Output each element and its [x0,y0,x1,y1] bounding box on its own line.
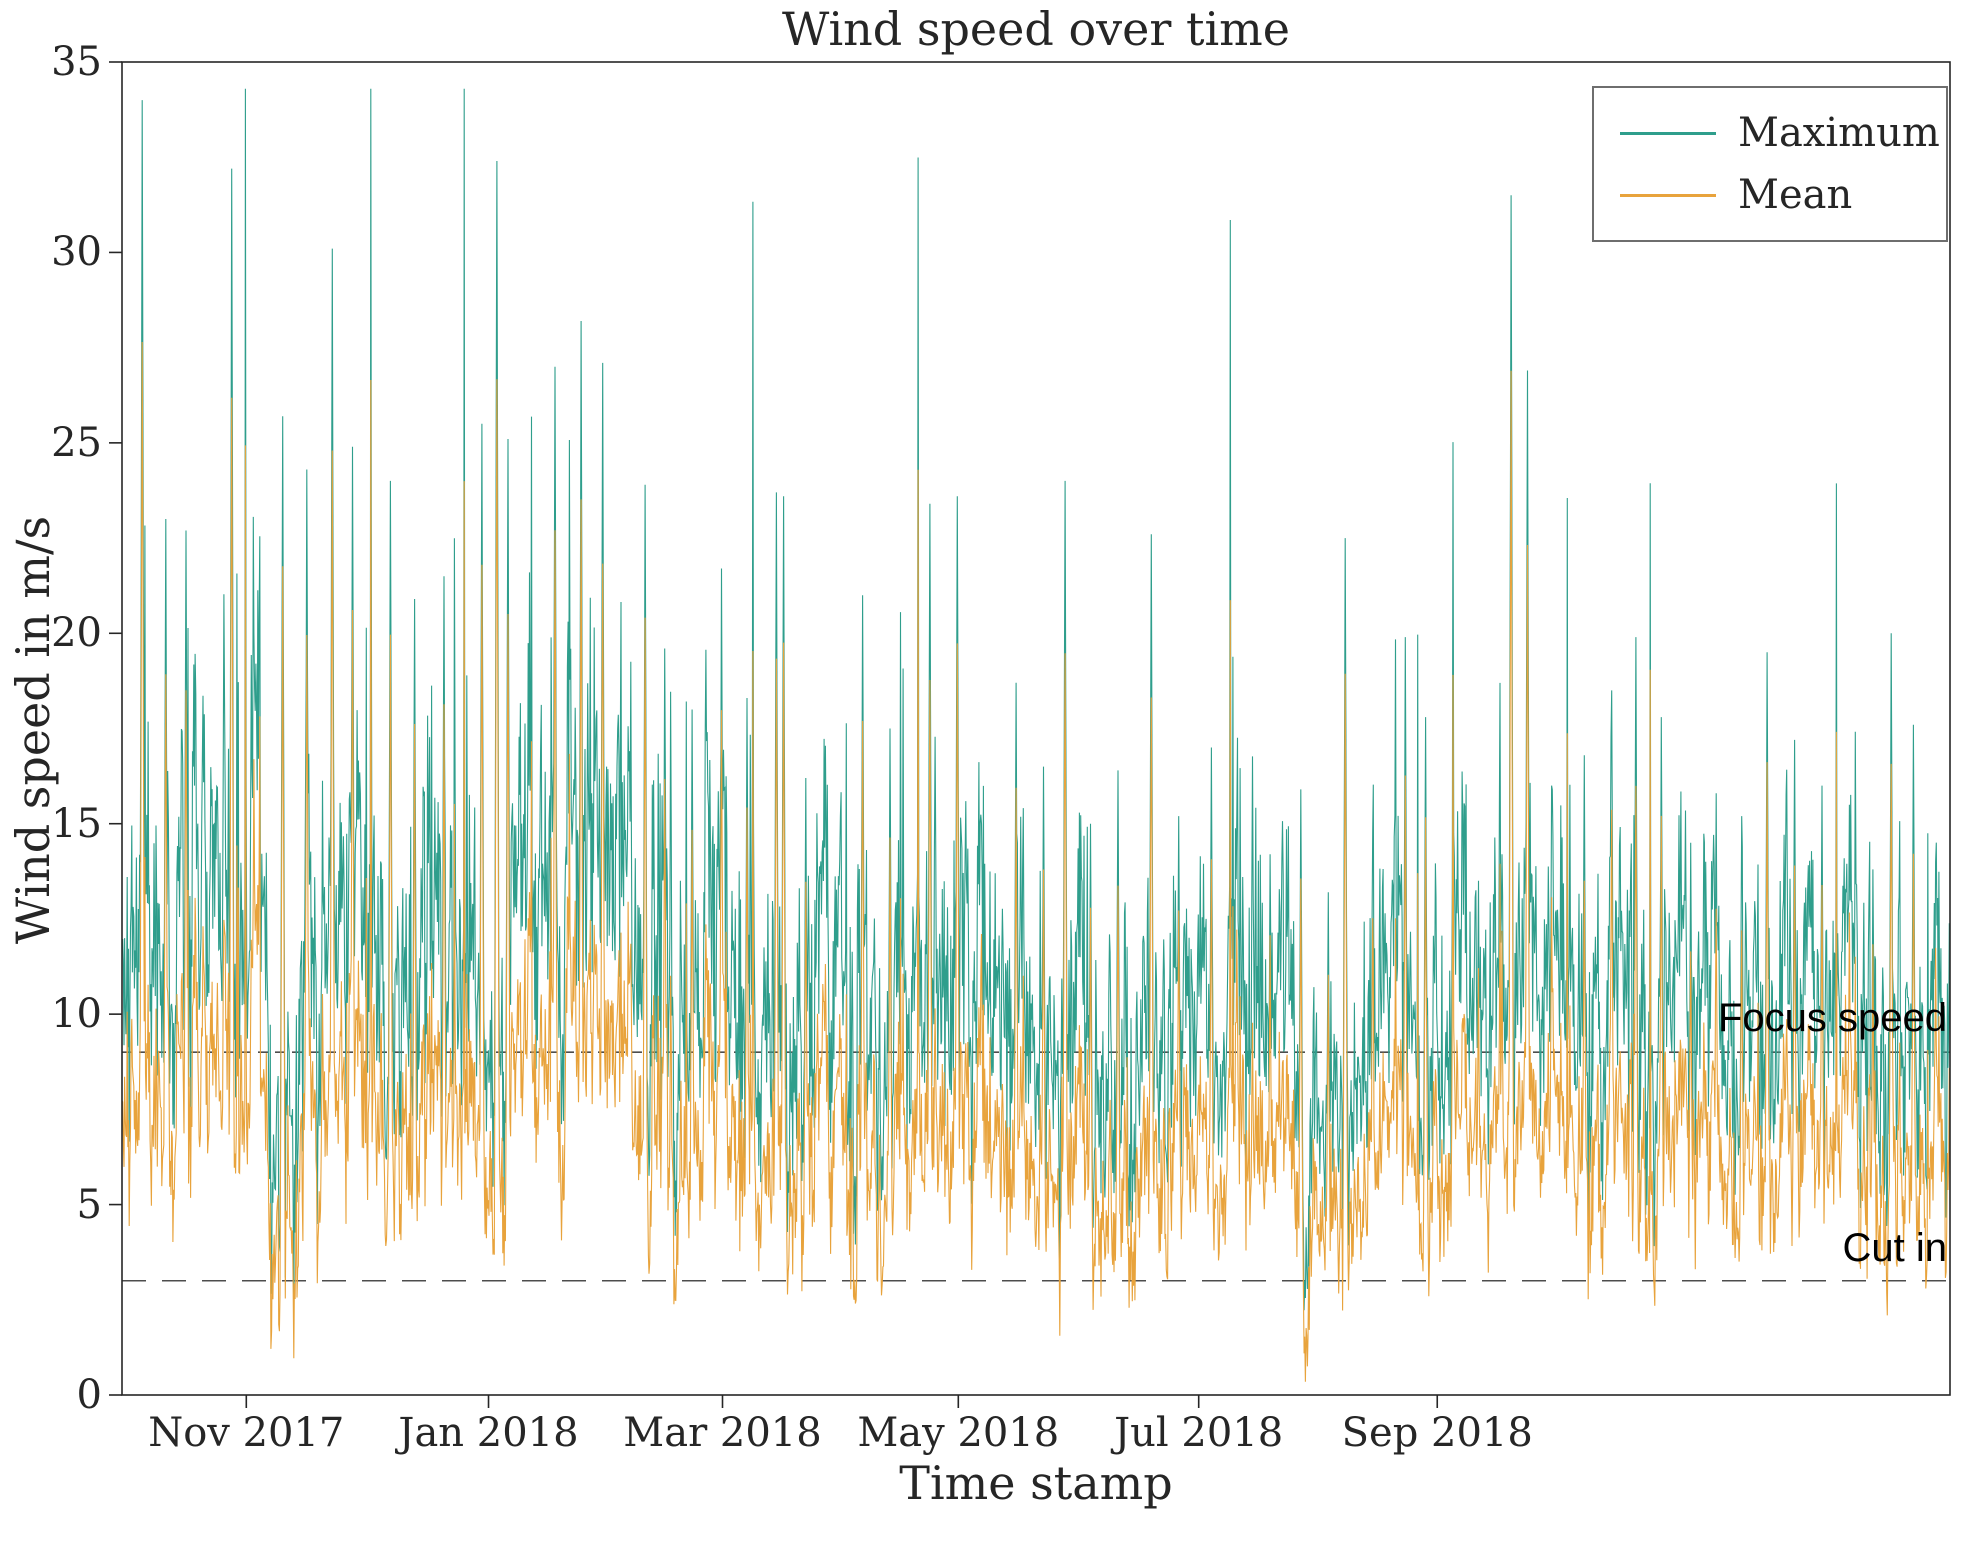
y-tick-label: 0 [76,1372,102,1418]
y-tick-label: 10 [51,991,102,1038]
y-tick-label: 30 [51,229,102,276]
axes-box [121,61,1951,1396]
y-axis-label: Wind speed in m/s [6,515,60,945]
chart-title: Wind speed over time [782,2,1290,56]
y-tick-label: 35 [51,39,102,85]
y-tick-label: 25 [51,419,102,466]
mean-series-line [121,341,1951,1382]
y-tick-label: 5 [76,1181,102,1228]
x-axis-label: Time stamp [899,1456,1173,1510]
legend-label-maximum: Maximum [1738,110,1940,156]
focus-speed-annotation: Focus speed [1717,996,1947,1040]
legend-entry-mean: Mean [1620,164,1946,226]
legend-label-mean: Mean [1738,172,1853,218]
x-tick-label: Jan 2018 [398,1410,579,1456]
legend: Maximum Mean [1592,86,1948,242]
x-tick-label: Nov 2017 [148,1410,345,1456]
x-tick-label: Sep 2018 [1341,1410,1533,1456]
x-tick-label: May 2018 [857,1410,1060,1456]
maximum-series-line [121,88,1951,1328]
mean-line-sample [1620,193,1716,197]
maximum-line-sample [1620,131,1716,135]
legend-entry-maximum: Maximum [1620,102,1946,164]
y-tick-label: 15 [51,800,102,847]
cut-in-annotation: Cut in [1842,1226,1948,1270]
x-tick-label: Mar 2018 [623,1410,822,1456]
y-tick-label: 20 [51,610,102,657]
x-tick-label: Jul 2018 [1114,1410,1284,1456]
